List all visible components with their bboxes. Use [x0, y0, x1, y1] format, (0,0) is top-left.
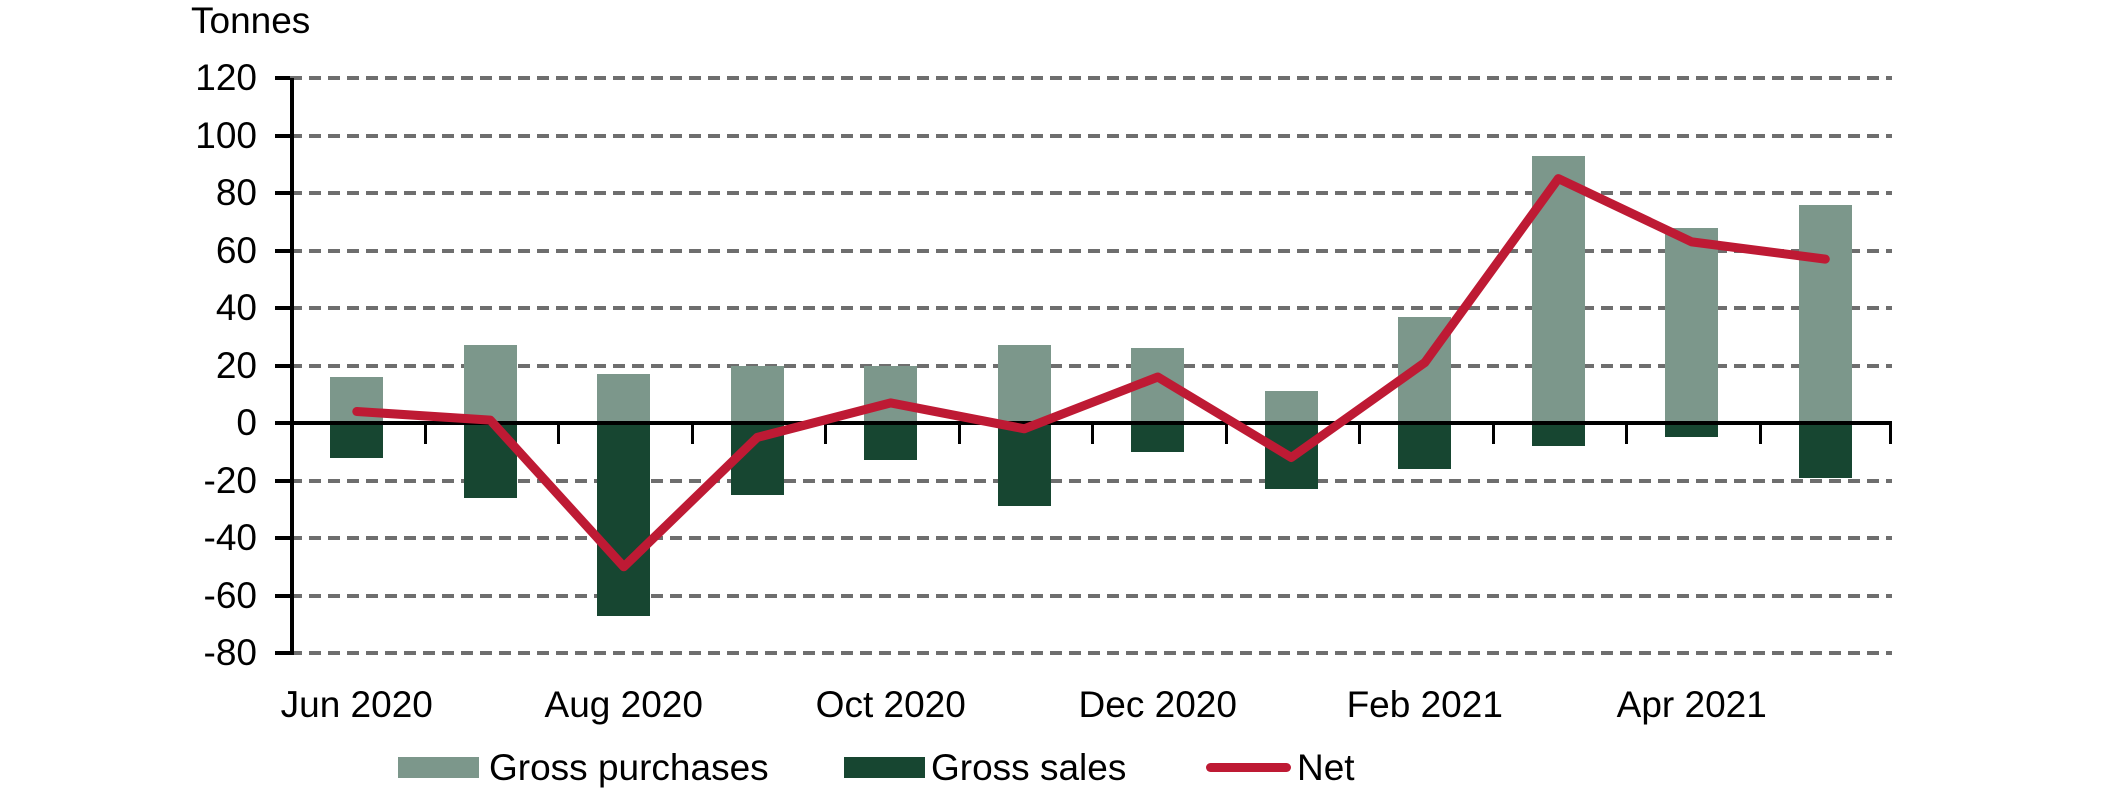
y-axis-tick: [275, 536, 290, 540]
y-tick-label: -20: [203, 459, 257, 501]
y-axis-tick: [275, 248, 290, 253]
x-axis-tick: [1491, 423, 1495, 444]
x-tick-label: Jun 2020: [280, 684, 433, 725]
gridline: [290, 363, 1892, 368]
bar-gross-purchases: [997, 345, 1051, 423]
y-axis-tick: [275, 421, 290, 425]
gridline: [290, 76, 1892, 80]
y-tick-label: 60: [215, 229, 257, 271]
x-tick-label: Oct 2020: [815, 684, 966, 725]
y-axis-tick: [275, 478, 290, 483]
bar-gross-purchases: [1665, 227, 1719, 423]
bar-gross-purchases: [1798, 204, 1852, 423]
gridline: [290, 478, 1892, 483]
gridline: [290, 536, 1892, 540]
x-axis-tick: [1091, 423, 1094, 444]
x-axis-tick: [1224, 423, 1228, 444]
legend-swatch-gross-sales: [844, 757, 925, 778]
bar-gross-sales: [597, 423, 651, 616]
y-axis-tick: [275, 651, 290, 655]
y-axis-tick: [275, 306, 290, 310]
x-tick-label: Apr 2021: [1616, 684, 1767, 725]
x-axis-tick: [957, 423, 961, 444]
bar-gross-sales: [330, 423, 384, 458]
x-axis-tick: [824, 423, 827, 444]
bar-gross-sales: [1398, 423, 1452, 469]
y-tick-label: -40: [203, 517, 257, 558]
bar-gross-sales: [1665, 423, 1719, 438]
gridline: [290, 191, 1892, 195]
y-tick-label: -80: [203, 632, 257, 673]
y-axis-title: Tonnes: [191, 0, 311, 41]
bar-gross-purchases: [730, 365, 784, 423]
bar-gross-purchases: [864, 365, 918, 423]
net-line: [352, 174, 1830, 572]
gridline: [290, 133, 1892, 138]
gridline: [290, 651, 1892, 655]
gridline: [290, 593, 1892, 598]
bar-gross-sales: [1531, 423, 1585, 446]
gridline: [290, 306, 1892, 310]
bar-gross-sales: [864, 423, 918, 461]
y-axis-tick: [275, 76, 290, 80]
y-tick-label: 40: [215, 287, 257, 328]
y-tick-label: 20: [215, 344, 257, 386]
y-tick-label: 100: [195, 114, 257, 156]
y-tick-label: 120: [195, 57, 257, 98]
y-axis-tick: [275, 593, 290, 598]
x-tick-label: Feb 2021: [1346, 684, 1503, 725]
x-axis-tick: [1758, 423, 1762, 444]
y-axis-tick: [275, 133, 290, 138]
x-tick-label: Aug 2020: [544, 684, 703, 725]
gridline: [290, 248, 1892, 253]
y-tick-label: -60: [203, 574, 257, 616]
bar-gross-sales: [1798, 423, 1852, 478]
y-axis-line: [290, 78, 294, 655]
x-axis-tick: [1625, 423, 1628, 444]
x-axis-tick: [1889, 423, 1892, 444]
net-line-layer: [352, 174, 1830, 572]
legend-line-net: [1206, 763, 1291, 772]
legend-label-gross-purchases: Gross purchases: [489, 747, 769, 788]
legend-swatch-gross-purchases: [398, 757, 479, 778]
y-axis-tick: [275, 191, 290, 195]
bar-gross-purchases: [463, 345, 517, 423]
bar-gross-purchases: [597, 374, 651, 423]
legend-label-net: Net: [1297, 747, 1355, 788]
bar-gross-sales: [1131, 423, 1185, 452]
y-tick-label: 80: [215, 172, 257, 213]
plot-area: [275, 76, 1892, 655]
bar-gross-sales: [997, 423, 1051, 507]
y-axis-tick: [275, 363, 290, 368]
x-axis-tick: [423, 423, 427, 444]
x-axis-tick: [1358, 423, 1361, 444]
x-axis-tick: [557, 423, 560, 444]
y-tick-label: 0: [236, 402, 257, 443]
x-tick-label: Dec 2020: [1078, 684, 1237, 725]
legend-label-gross-sales: Gross sales: [931, 747, 1127, 788]
x-axis-tick: [690, 423, 694, 444]
bar-gross-purchases: [1264, 391, 1318, 423]
